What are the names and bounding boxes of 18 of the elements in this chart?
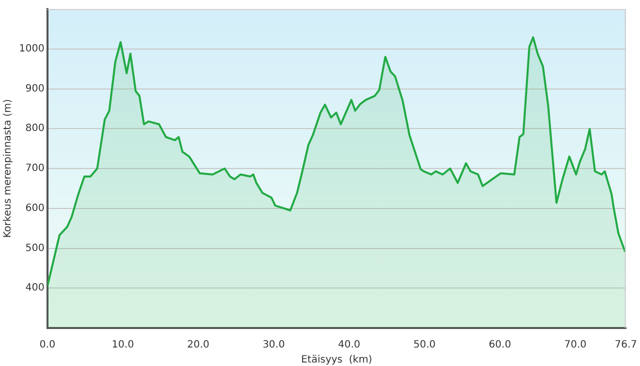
- y-tick-label: 800: [25, 123, 44, 134]
- y-tick-label: 900: [25, 83, 44, 94]
- x-tick-label: 40.0: [338, 340, 360, 351]
- x-axis-title: Etäisyys (km): [301, 354, 372, 366]
- y-tick-label: 700: [25, 163, 44, 174]
- y-tick-label: 1000: [18, 43, 44, 54]
- x-tick-label: 0.0: [39, 340, 56, 351]
- y-tick-label: 400: [25, 282, 44, 294]
- x-tick-label: 10.0: [112, 340, 134, 351]
- y-axis-title: Korkeus merenpinnasta (m): [2, 99, 14, 238]
- y-tick-label: 500: [25, 242, 44, 254]
- x-tick-label: 50.0: [413, 340, 436, 351]
- y-tick-label: 600: [25, 202, 44, 214]
- x-tick-label: 30.0: [262, 340, 285, 351]
- x-tick-label: 60.0: [488, 340, 512, 351]
- x-tick-label: 20.0: [187, 340, 210, 351]
- x-tick-label: 70.0: [564, 340, 586, 351]
- x-tick-label: 76.7: [614, 340, 637, 351]
